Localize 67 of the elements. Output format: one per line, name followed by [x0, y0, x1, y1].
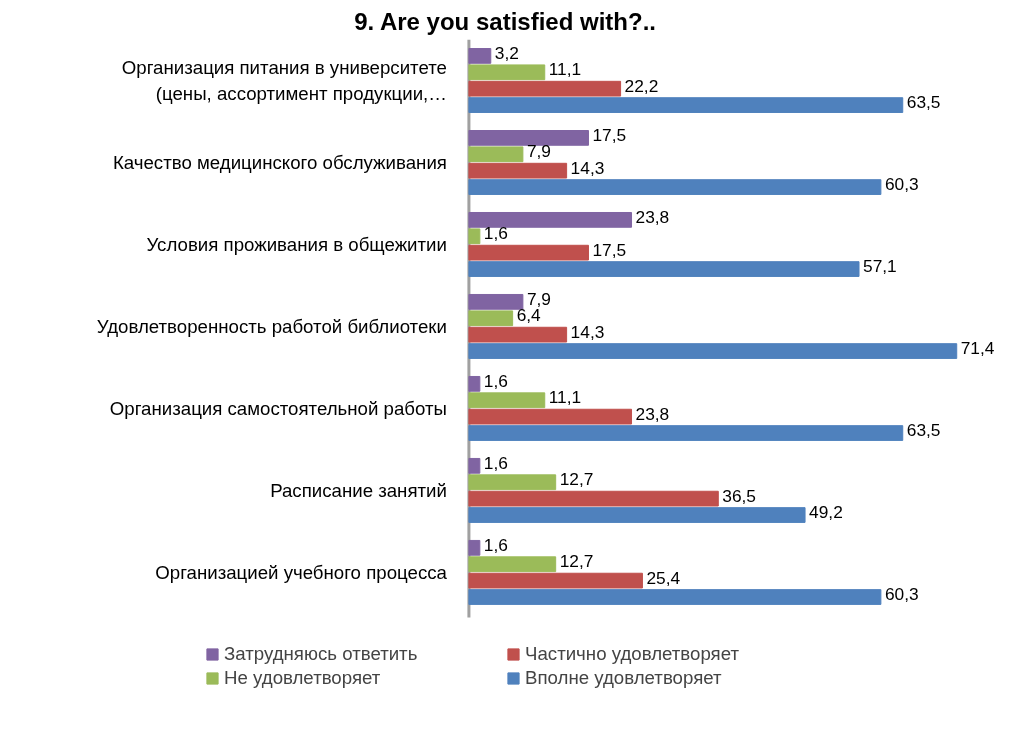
data-label: 17,5 — [592, 124, 627, 145]
bar — [468, 392, 546, 409]
y-tick-label: Качество медицинского обслуживания — [112, 151, 447, 173]
data-label: 71,4 — [960, 338, 995, 359]
y-tick-label: Условия проживания в общежитии — [146, 233, 447, 255]
data-label: 14,3 — [570, 157, 605, 178]
bar — [468, 48, 492, 64]
y-tick-label: Организация самостоятельной работы — [109, 397, 447, 419]
data-label: 36,5 — [722, 485, 757, 506]
bar — [468, 179, 882, 195]
bar — [468, 80, 622, 97]
data-label: 12,7 — [559, 469, 594, 490]
data-label: 23,8 — [635, 403, 670, 424]
bar — [468, 474, 557, 491]
data-label: 1,6 — [483, 370, 508, 391]
data-label: 23,8 — [635, 206, 670, 227]
bar — [468, 408, 633, 425]
data-label: 1,6 — [483, 452, 508, 473]
bar — [468, 261, 860, 277]
bar — [468, 589, 882, 605]
data-label: 17,5 — [592, 239, 627, 260]
bar — [468, 310, 514, 327]
bar — [468, 97, 904, 113]
bar — [468, 211, 633, 228]
data-label: 3,2 — [494, 42, 519, 63]
data-label: 25,4 — [646, 567, 681, 588]
data-label: 7,9 — [526, 288, 551, 309]
bar — [468, 162, 568, 179]
bar — [468, 228, 481, 245]
data-label: 63,5 — [906, 420, 941, 441]
data-label: 1,6 — [483, 223, 508, 244]
bar — [468, 244, 589, 261]
data-label: 22,2 — [624, 75, 659, 96]
chart-title: 9. Are you satisfied with?.. — [354, 7, 656, 35]
data-label: 60,3 — [884, 174, 919, 195]
data-label: 14,3 — [570, 321, 605, 342]
y-tick-label: Организацией учебного процесса — [155, 561, 448, 583]
data-label: 12,7 — [559, 551, 594, 572]
bar — [468, 556, 557, 573]
bar — [468, 293, 524, 310]
bar — [468, 539, 481, 556]
bar — [468, 457, 481, 474]
y-tick-label: Расписание занятий — [270, 479, 447, 501]
bar — [468, 425, 904, 441]
y-tick-label: Организация питания в университете (цены, ассортимент продукции,… — [121, 57, 447, 104]
data-label: 60,3 — [884, 584, 919, 605]
bar — [468, 326, 568, 343]
data-label: 11,1 — [548, 387, 582, 408]
data-label: 49,2 — [809, 502, 843, 523]
bar — [468, 507, 806, 523]
data-label: 11,1 — [548, 59, 582, 80]
data-label: 7,9 — [526, 141, 551, 162]
bar — [468, 130, 589, 146]
legend-label: Затрудняюсь ответить — [224, 643, 419, 665]
bar — [468, 343, 958, 359]
legend-label: Частично удовлетворяет — [525, 643, 740, 665]
bar — [468, 490, 719, 507]
legend-label: Не удовлетворяет — [224, 667, 382, 689]
y-tick-label: Удовлетворенность работой библиотеки — [96, 315, 447, 337]
bar — [468, 64, 546, 81]
data-label: 57,1 — [863, 256, 897, 277]
bar — [468, 146, 524, 163]
data-label: 63,5 — [906, 92, 941, 113]
legend-label: Вполне удовлетворяет — [525, 667, 723, 689]
bar — [468, 375, 481, 392]
bar — [468, 572, 643, 589]
data-label: 1,6 — [483, 534, 508, 555]
